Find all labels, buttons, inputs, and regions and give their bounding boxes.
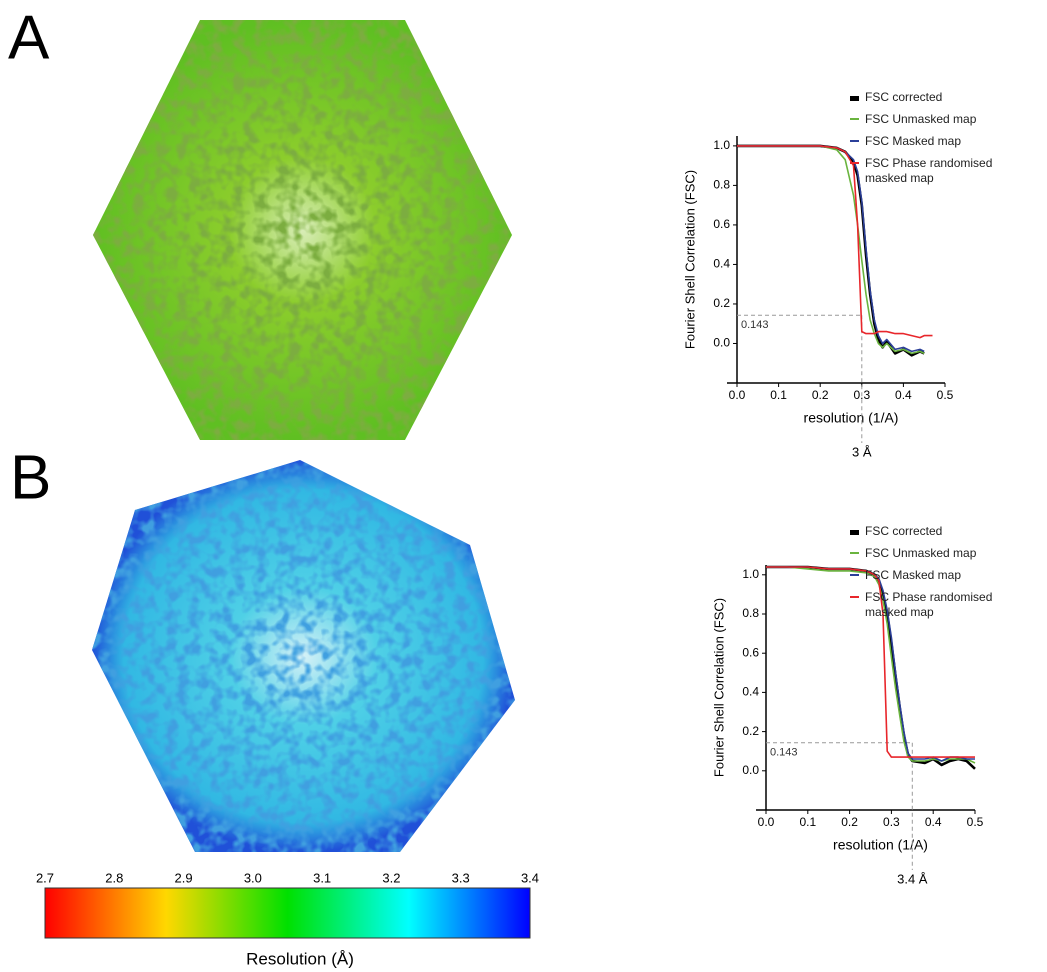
- y-tick-label: 0.4: [742, 685, 759, 699]
- legend-swatch: [850, 574, 859, 576]
- x-tick-label: 0.4: [925, 815, 942, 829]
- legend-swatch: [850, 530, 859, 535]
- map-b: [92, 460, 515, 852]
- y-tick-label: 0.0: [742, 763, 759, 777]
- y-axis-label: Fourier Shell Correlation (FSC): [682, 170, 697, 349]
- legend-swatch: [850, 96, 859, 101]
- threshold-label: 0.143: [741, 319, 769, 331]
- resolution-marker-label: 3.4 Å: [897, 871, 928, 886]
- legend-item: FSC Unmasked map: [850, 112, 1000, 127]
- x-tick-label: 0.5: [937, 388, 954, 402]
- colorbar: [44, 887, 531, 939]
- legend-label: FSC Masked map: [865, 568, 962, 582]
- threshold-label: 0.143: [770, 747, 798, 759]
- legend-label: FSC corrected: [865, 90, 943, 104]
- legend-item: FSC corrected: [850, 524, 1000, 539]
- colorbar-tick-label: 3.1: [313, 870, 331, 885]
- x-tick-label: 0.0: [729, 388, 746, 402]
- x-tick-label: 0.2: [841, 815, 858, 829]
- y-tick-label: 1.0: [713, 138, 730, 152]
- legend-swatch: [850, 552, 859, 554]
- legend-label: FSC Phase randomised masked map: [865, 156, 993, 185]
- colorbar-tick-label: 3.3: [452, 870, 470, 885]
- x-tick-label: 0.4: [895, 388, 912, 402]
- y-tick-label: 0.4: [713, 257, 730, 271]
- map-texture: [92, 460, 515, 852]
- legend-swatch: [850, 162, 859, 164]
- x-tick-label: 0.0: [758, 815, 775, 829]
- colorbar-tick-label: 3.0: [244, 870, 262, 885]
- y-tick-label: 0.0: [713, 336, 730, 350]
- colorbar-label: Resolution (Å): [246, 949, 354, 968]
- legend-item: FSC Phase randomised masked map: [850, 156, 1000, 186]
- x-tick-label: 0.2: [812, 388, 829, 402]
- legend: FSC corrected FSC Unmasked map FSC Masked …: [850, 524, 1000, 627]
- y-tick-label: 0.8: [742, 606, 759, 620]
- fsc-line: [737, 145, 933, 339]
- legend-item: FSC Masked map: [850, 134, 1000, 149]
- y-tick-label: 0.2: [742, 724, 759, 738]
- x-tick-label: 0.3: [883, 815, 900, 829]
- legend-label: FSC Unmasked map: [865, 112, 977, 126]
- map-a: [93, 20, 512, 440]
- colorbar-tick-label: 2.9: [175, 870, 193, 885]
- legend-swatch: [850, 596, 859, 598]
- colorbar-tick-label: 2.7: [36, 870, 54, 885]
- resolution-marker-label: 3 Å: [852, 444, 872, 459]
- legend: FSC corrected FSC Unmasked map FSC Masked …: [850, 90, 1000, 193]
- x-axis-label: resolution (1/A): [833, 837, 928, 853]
- legend-label: FSC Unmasked map: [865, 546, 977, 560]
- legend-swatch: [850, 140, 859, 142]
- legend-item: FSC Masked map: [850, 568, 1000, 583]
- fsc-line: [766, 566, 975, 758]
- map-texture: [93, 20, 512, 440]
- panel-label: A: [8, 3, 50, 72]
- y-tick-label: 0.6: [742, 645, 759, 659]
- legend-label: FSC Phase randomised masked map: [865, 590, 993, 619]
- x-tick-label: 0.1: [799, 815, 816, 829]
- x-axis-label: resolution (1/A): [804, 410, 899, 426]
- y-tick-label: 0.2: [713, 296, 730, 310]
- x-tick-label: 0.5: [967, 815, 984, 829]
- legend-item: FSC Unmasked map: [850, 546, 1000, 561]
- y-axis-label: Fourier Shell Correlation (FSC): [711, 598, 726, 777]
- legend-label: FSC corrected: [865, 524, 943, 538]
- y-tick-label: 1.0: [742, 567, 759, 581]
- x-tick-label: 0.1: [770, 388, 787, 402]
- legend-swatch: [850, 118, 859, 120]
- colorbar-tick-label: 3.2: [382, 870, 400, 885]
- legend-label: FSC Masked map: [865, 134, 962, 148]
- y-tick-label: 0.6: [713, 217, 730, 231]
- legend-item: FSC Phase randomised masked map: [850, 590, 1000, 620]
- colorbar-tick-label: 2.8: [105, 870, 123, 885]
- colorbar-tick-label: 3.4: [521, 870, 539, 885]
- panel-label: B: [10, 443, 51, 512]
- y-tick-label: 0.8: [713, 178, 730, 192]
- legend-item: FSC corrected: [850, 90, 1000, 105]
